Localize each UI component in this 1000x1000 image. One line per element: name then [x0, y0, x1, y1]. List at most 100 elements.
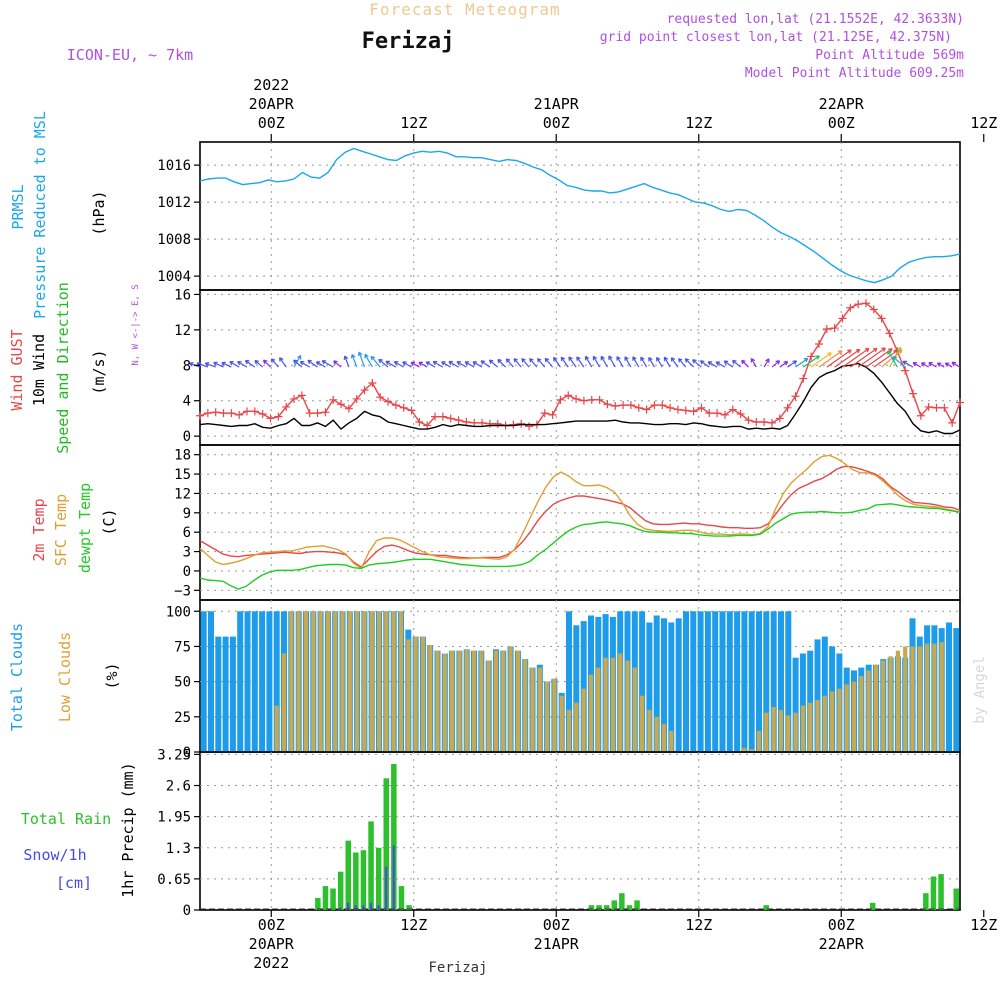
wind-direction-arrow [213, 361, 224, 368]
clouds-bar-1 [559, 695, 564, 752]
gust-marker [838, 314, 847, 323]
clouds-bar-1 [281, 653, 287, 752]
bottom-tick-label: 00Z [258, 916, 285, 934]
gust-marker [744, 416, 753, 425]
clouds-bar-1 [523, 659, 528, 752]
wind-direction-arrow [640, 356, 648, 368]
clouds-bar-1 [362, 611, 367, 752]
gust-marker [807, 352, 816, 361]
wind-direction-arrow [293, 359, 303, 368]
clouds-bar-1 [822, 695, 827, 752]
clouds-bar-0 [668, 622, 675, 752]
precip-ytick-label: 3.25 [157, 747, 191, 763]
wind-direction-label: Speed and Direction [54, 282, 72, 454]
wind-direction-arrow [795, 357, 809, 368]
precip-bar-0 [360, 850, 367, 910]
clouds-bar-1 [530, 667, 535, 752]
gust-marker [446, 414, 455, 423]
clouds-bar-0 [748, 611, 755, 752]
gust-marker [431, 412, 440, 421]
gust-marker [932, 403, 941, 412]
clouds-bar-1 [903, 646, 908, 752]
wind-direction-arrow [244, 359, 256, 368]
precip-bar-0 [368, 821, 374, 910]
gust-marker [493, 419, 502, 428]
gust-marker [830, 324, 839, 333]
clouds-bar-1 [873, 664, 878, 752]
gust-marker [313, 409, 322, 418]
clouds-bar-1 [471, 650, 477, 752]
pressure-ytick-label: 1012 [157, 195, 191, 211]
clouds-bar-1 [479, 650, 484, 752]
wind-direction-arrow [254, 359, 264, 368]
gust-marker [908, 389, 917, 398]
gust-marker [634, 403, 643, 412]
wind-ytick-label: 4 [183, 394, 191, 410]
gust-marker [290, 394, 299, 403]
clouds-bar-0 [778, 611, 784, 752]
clouds-bar-0 [273, 611, 280, 752]
gust-marker [329, 395, 338, 404]
clouds-bar-0 [953, 628, 960, 752]
clouds-bar-0 [741, 611, 748, 752]
clouds-bar-1 [749, 749, 754, 752]
precip-bar-1 [377, 905, 380, 910]
rain-label: Total Rain [21, 810, 111, 828]
footer-location: Ferizaj [428, 960, 487, 976]
precip-bar-0 [603, 905, 610, 910]
gust-marker [548, 410, 557, 419]
clouds-bar-1 [603, 657, 608, 752]
wind-direction-arrow [497, 358, 507, 368]
clouds-bar-0 [683, 611, 689, 752]
precip-bar-0 [345, 840, 351, 910]
wind-direction-arrow [944, 362, 953, 368]
clouds-bar-0 [763, 611, 770, 752]
temperature-ytick-label: 0 [183, 564, 191, 580]
clouds-bar-1 [289, 611, 294, 752]
gust-marker [775, 414, 784, 423]
gust-marker [297, 391, 306, 400]
wind-direction-arrow [678, 357, 687, 368]
gust-marker [203, 409, 212, 418]
wind-direction-arrow [771, 360, 781, 368]
clouds-bar-1 [800, 705, 805, 752]
wind-direction-arrow [521, 357, 530, 368]
clouds-bar-0 [697, 611, 704, 752]
top-tick-label: 21APR [534, 95, 580, 113]
gust-marker [384, 397, 393, 406]
clouds-bar-1 [778, 709, 783, 752]
clouds-bar-1 [669, 730, 674, 752]
wind-series-1 [199, 362, 961, 435]
gust-marker [196, 411, 204, 420]
clouds-bar-1 [910, 646, 915, 752]
gust-marker [360, 386, 369, 395]
wind-direction-arrow [576, 356, 585, 368]
gust-marker [666, 403, 675, 412]
clouds-bar-0 [792, 657, 799, 752]
precip-bar-0 [869, 902, 876, 910]
clouds-bar-1 [939, 642, 944, 752]
temperature-ytick-label: 15 [174, 467, 191, 483]
gust-marker [337, 400, 346, 409]
clouds-bar-1 [917, 646, 922, 752]
wind-direction-arrow [779, 361, 789, 368]
location-title: Ferizaj [362, 29, 455, 54]
gust-marker [720, 410, 729, 419]
wind-speed-label: 10m Wind [30, 334, 48, 406]
gust-marker [869, 305, 878, 314]
clouds-bar-1 [610, 657, 615, 752]
clouds-bar-0 [734, 611, 741, 752]
clouds-ytick-label: 50 [174, 675, 191, 691]
precip-bar-0 [930, 876, 937, 910]
clouds-bar-0 [222, 636, 229, 752]
gust-marker [438, 412, 447, 421]
clouds-bar-1 [369, 611, 374, 752]
clouds-bar-0 [675, 618, 682, 752]
snow-unit-label: [cm] [56, 874, 92, 892]
wind-direction-arrow [393, 361, 405, 368]
gust-marker [752, 417, 761, 426]
gust-marker [658, 401, 667, 410]
wind-direction-arrow [584, 355, 593, 368]
temperature-ytick-label: −3 [174, 583, 191, 599]
